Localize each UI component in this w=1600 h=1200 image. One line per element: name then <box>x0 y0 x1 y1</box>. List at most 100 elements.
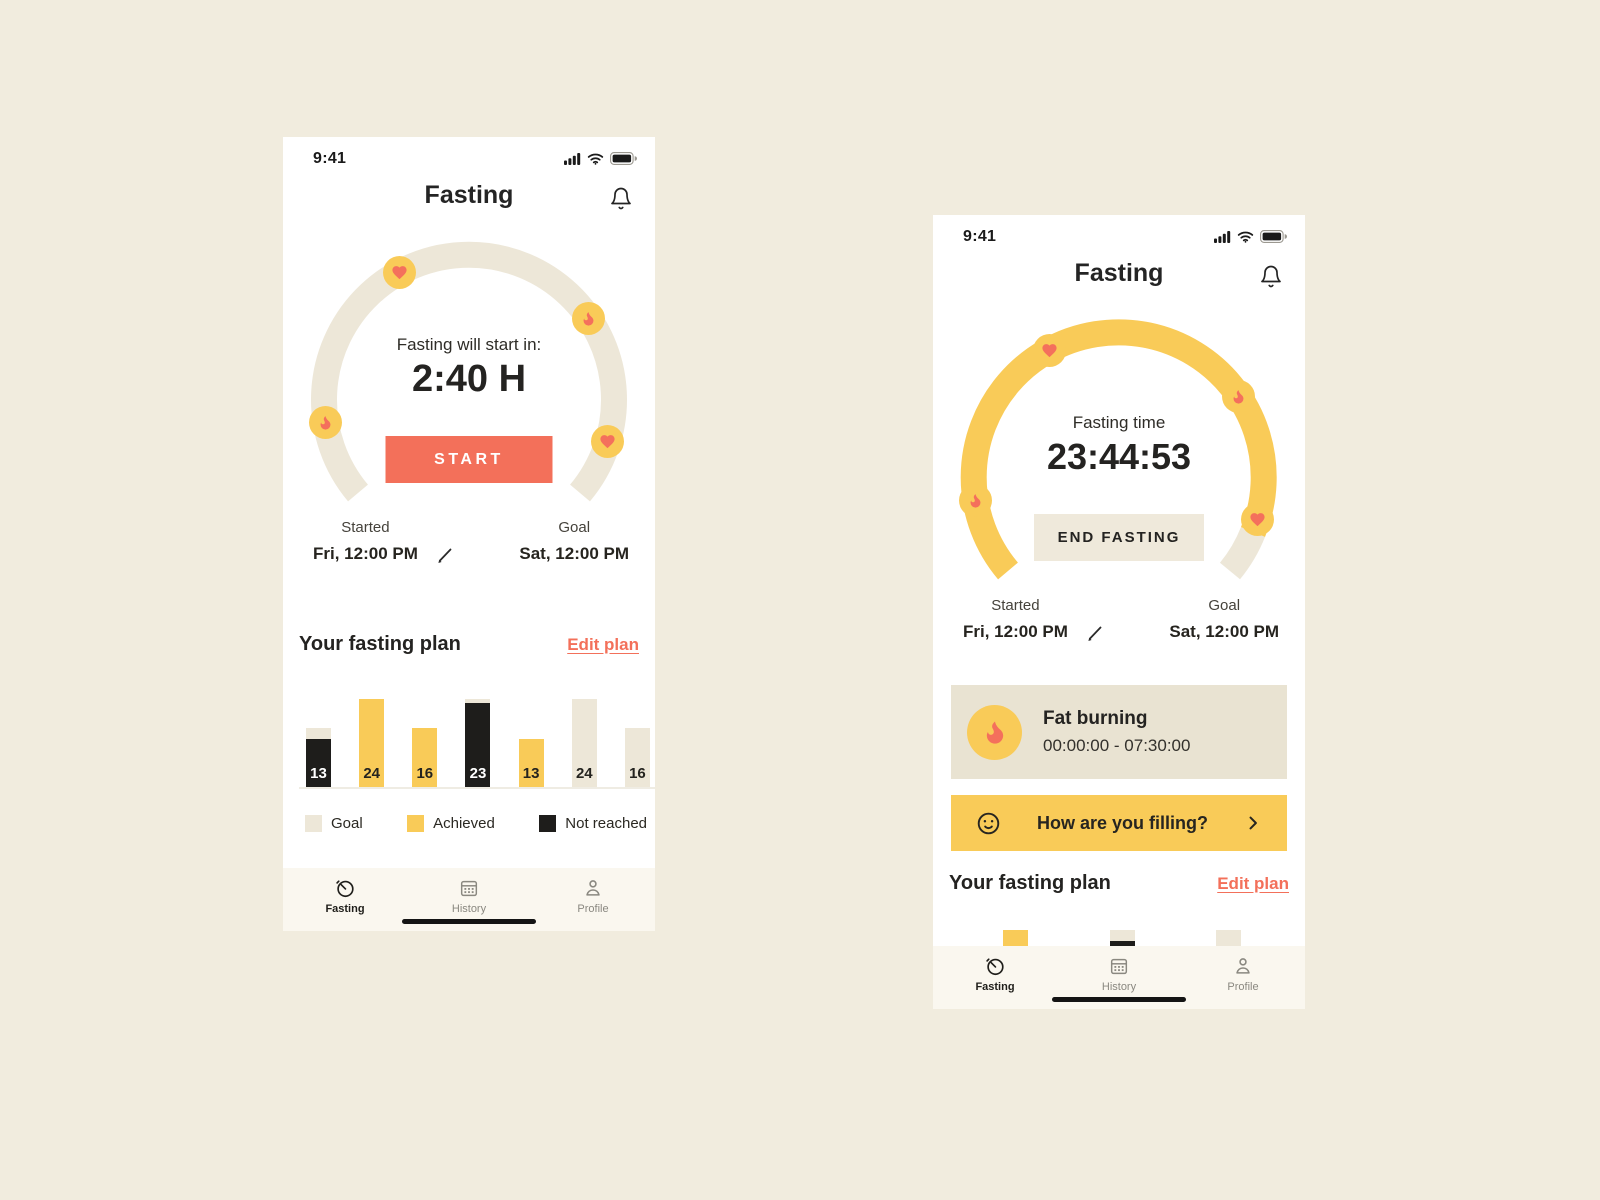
tab-label: History <box>451 903 487 915</box>
goal-block: Goal Sat, 12:00 PM <box>1169 597 1279 642</box>
plan-bar-value: 13 <box>310 765 327 782</box>
tab-fasting[interactable]: Fasting <box>283 868 407 931</box>
started-value: Fri, 12:00 PM <box>313 544 418 563</box>
edit-plan-link[interactable]: Edit plan <box>1217 873 1289 893</box>
plan-bar-peek <box>1003 930 1028 946</box>
wifi-icon <box>1237 231 1254 243</box>
fasting-stage-card: Fat burning 00:00:00 - 07:30:00 <box>951 685 1287 779</box>
milestone-badge <box>1241 503 1274 536</box>
heart-icon <box>1250 513 1265 527</box>
stage-time-range: 00:00:00 - 07:30:00 <box>1043 736 1191 755</box>
flame-icon <box>986 721 1003 744</box>
tab-label: Fasting <box>975 981 1015 993</box>
plan-bar: 16 <box>412 728 438 787</box>
plan-header: Your fasting plan Edit plan <box>299 633 639 656</box>
timer-icon <box>986 958 1004 976</box>
tab-profile[interactable]: Profile <box>531 868 655 931</box>
plan-bar: 13 <box>518 739 544 787</box>
plan-title: Your fasting plan <box>299 633 461 655</box>
start-fasting-button[interactable]: START <box>385 436 553 483</box>
feeling-check-button[interactable]: How are you filling? <box>951 795 1287 851</box>
plan-title: Your fasting plan <box>949 872 1111 894</box>
plan-bar-value: 16 <box>629 765 646 782</box>
pencil-icon <box>438 548 452 563</box>
bell-icon <box>611 187 631 210</box>
started-value: Fri, 12:00 PM <box>963 622 1068 641</box>
timer-icon <box>336 880 354 898</box>
tab-label: History <box>1101 981 1137 993</box>
tab-fasting[interactable]: Fasting <box>933 946 1057 1009</box>
tab-label: Profile <box>1227 981 1259 993</box>
notifications-bell-button[interactable] <box>609 186 633 211</box>
fasting-progress-ring <box>311 241 627 502</box>
heart-icon <box>392 266 407 280</box>
goal-label: Goal <box>558 519 591 536</box>
person-icon <box>586 880 600 896</box>
phone-screen-fasting-active: 9:41 Fasting Fasting time 23:44:53 END F… <box>933 215 1305 1009</box>
goal-block: Goal Sat, 12:00 PM <box>519 519 629 564</box>
flame-icon <box>583 312 594 326</box>
flame-icon <box>320 416 331 430</box>
feeling-button-label: How are you filling? <box>1036 812 1208 833</box>
tab-profile[interactable]: Profile <box>1181 946 1305 1009</box>
status-icons <box>564 152 637 165</box>
gauge-caption: Fasting time <box>1072 413 1166 432</box>
legend-item: Not reached <box>539 815 647 832</box>
status-time: 9:41 <box>963 228 997 245</box>
times-row: Started Fri, 12:00 PM Goal Sat, 12:00 PM <box>313 519 629 564</box>
edit-plan-link[interactable]: Edit plan <box>567 634 639 654</box>
flame-icon <box>970 494 981 508</box>
fasting-plan-chart: 13 24 16 23 13 24 16 <box>283 699 655 787</box>
home-indicator <box>1052 997 1186 1002</box>
legend-item: Goal <box>305 815 363 832</box>
tab-history[interactable]: History <box>407 868 531 931</box>
started-block: Started Fri, 12:00 PM <box>963 597 1102 642</box>
pencil-icon <box>1088 626 1102 641</box>
plan-bar-peek <box>1110 930 1135 946</box>
chart-legend: Goal Achieved Not reached <box>305 815 647 832</box>
edit-start-time-button[interactable] <box>1085 624 1104 643</box>
plan-header: Your fasting plan Edit plan <box>949 872 1289 895</box>
plan-bar: 24 <box>359 699 385 787</box>
times-row: Started Fri, 12:00 PM Goal Sat, 12:00 PM <box>963 597 1279 642</box>
plan-bar-value: 24 <box>363 765 380 782</box>
plan-bar: 13 <box>306 728 331 787</box>
home-indicator <box>402 919 536 924</box>
fasting-plan-chart-peek <box>933 930 1305 946</box>
tab-label: Profile <box>577 903 609 915</box>
plan-bar-value: 13 <box>522 765 540 782</box>
plan-bar-value: 23 <box>469 765 487 782</box>
stage-title: Fat burning <box>1043 708 1148 729</box>
stage-text: Fat burning 00:00:00 - 07:30:00 <box>1043 708 1190 756</box>
goal-label: Goal <box>1208 597 1241 614</box>
calendar-icon <box>460 880 478 897</box>
cellular-signal-icon <box>564 152 581 165</box>
milestone-badge <box>1222 380 1255 413</box>
bell-icon <box>1261 265 1281 288</box>
page-title: Fasting <box>1074 259 1164 287</box>
chart-baseline <box>299 787 655 789</box>
cellular-signal-icon <box>1214 230 1231 243</box>
milestone-badge <box>959 484 992 517</box>
chevron-right-icon <box>1249 816 1257 830</box>
end-fasting-button[interactable]: END FASTING <box>1034 514 1204 561</box>
flame-icon <box>1233 390 1244 404</box>
edit-start-time-button[interactable] <box>435 546 454 565</box>
phone-screen-fasting-idle: 9:41 Fasting Fasting will start in: 2:40… <box>283 137 655 931</box>
started-label: Started <box>341 519 390 536</box>
stage-icon-circle <box>967 704 1022 760</box>
notifications-bell-button[interactable] <box>1259 264 1283 289</box>
plan-bar: 23 <box>465 699 491 787</box>
page-title: Fasting <box>424 181 514 209</box>
tab-history[interactable]: History <box>1057 946 1181 1009</box>
milestone-badge <box>572 302 605 335</box>
heart-icon <box>600 435 615 449</box>
plan-bar-value: 24 <box>575 765 593 782</box>
person-icon <box>1236 958 1250 974</box>
plan-bar: 16 <box>624 728 650 787</box>
legend-item: Achieved <box>407 815 495 832</box>
plan-bar-value: 16 <box>416 765 434 782</box>
fasting-timer-value: 23:44:53 <box>1046 436 1192 477</box>
heart-icon <box>1042 344 1057 358</box>
